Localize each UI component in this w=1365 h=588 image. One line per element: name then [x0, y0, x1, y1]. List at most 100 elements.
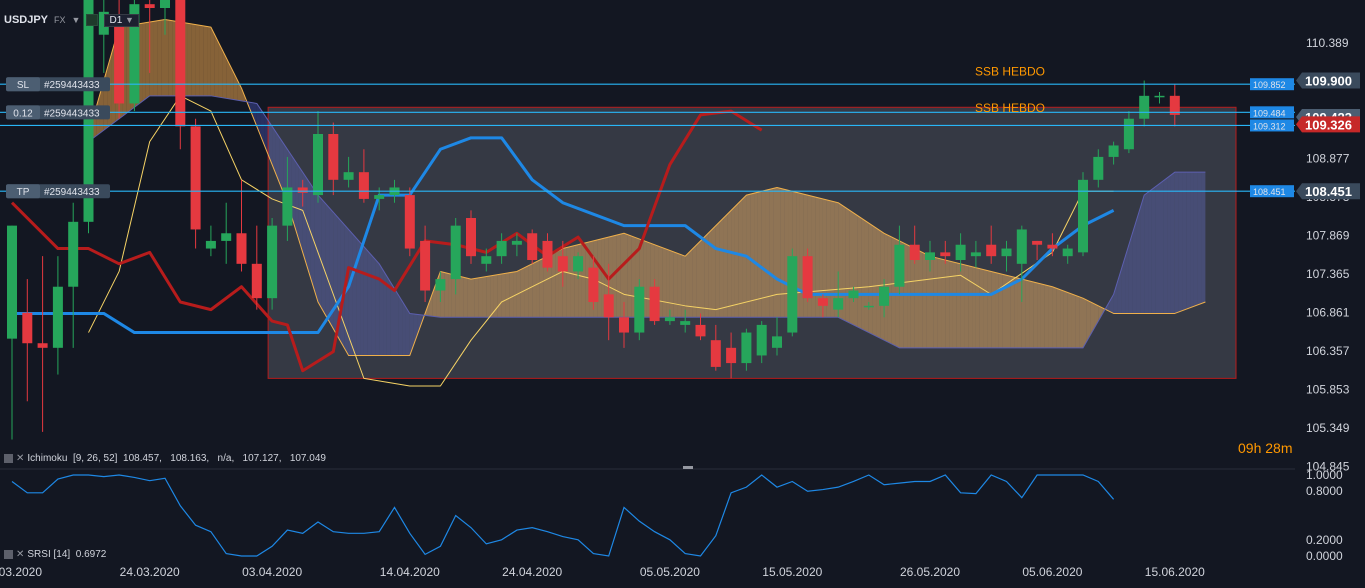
ssb-annotation: SSB HEBDO [975, 101, 1045, 115]
cloud-segment [207, 26, 211, 96]
candle [894, 244, 905, 287]
price-tick: 106.861 [1306, 306, 1350, 320]
settings-icon[interactable] [4, 549, 13, 559]
order-lines[interactable]: SL #259443433 109.852 0.12 #259443433 109.484… [0, 77, 1295, 199]
cloud-segment [161, 19, 165, 96]
cloud-segment [1182, 172, 1187, 311]
candle [496, 240, 507, 257]
price-axis[interactable]: 110.389109.885109.381108.877108.373107.8… [1296, 36, 1360, 474]
srsi-line [11, 474, 1115, 557]
cloud-segment [956, 262, 961, 348]
cloud-segment [937, 258, 942, 348]
order-tag[interactable]: SL #259443433 [6, 77, 110, 92]
candle [1047, 244, 1058, 249]
cloud-segment [838, 202, 843, 320]
cloud-segment [199, 25, 204, 96]
price-label-bg [1296, 116, 1360, 133]
cloud-segment [949, 260, 953, 348]
cloud-segment [1113, 281, 1118, 314]
time-tick: 05.06.2020 [1022, 565, 1082, 579]
srsi-legend[interactable]: ✕ SRSI [14] 0.6972 [4, 549, 106, 560]
cloud-segment [218, 42, 223, 98]
cloud-segment [321, 199, 326, 316]
cloud-segment [226, 57, 231, 99]
price-label-text: 109.326 [1305, 117, 1352, 132]
cloud-segment [914, 248, 919, 348]
cloud-segment [616, 234, 621, 318]
cloud-segment [1033, 281, 1038, 348]
cloud-segment [819, 197, 823, 318]
pane-resize-handle[interactable] [683, 466, 693, 469]
cloud-segment [230, 65, 234, 100]
order-tag[interactable]: TP #259443433 [6, 184, 110, 199]
cloud-segment [203, 25, 208, 96]
cloud-segment [696, 240, 701, 318]
order-price: 108.451 [1253, 187, 1286, 197]
cloud-segment [1075, 295, 1080, 348]
time-tick: 13.03.2020 [0, 565, 42, 579]
cloud-segment [1132, 219, 1137, 314]
cloud-segment [222, 50, 227, 99]
candle [450, 225, 461, 280]
cloud-segment [769, 188, 774, 318]
cloud-segment [237, 80, 242, 101]
cloud-segment [149, 21, 154, 96]
cloud-segment [777, 187, 781, 318]
candle [236, 233, 247, 264]
timeframe-select[interactable]: D1 ▼ [104, 13, 139, 27]
cloud-segment [279, 137, 284, 194]
cloud-segment [842, 205, 846, 322]
cloud-segment [1201, 172, 1206, 304]
cloud-segment [451, 274, 456, 318]
cloud-segment [1144, 192, 1149, 314]
order-type-bg [6, 77, 40, 92]
cloud-segment [1098, 305, 1103, 322]
settings-icon[interactable] [4, 453, 13, 463]
candle [710, 340, 721, 367]
srsi-name: SRSI [27, 549, 51, 560]
cloud-segment [1014, 277, 1018, 348]
cloud-segment [1037, 282, 1041, 348]
cloud-segment [834, 201, 839, 318]
chevron-down-icon[interactable]: ▼ [71, 15, 81, 25]
cloud-segment [168, 20, 173, 96]
candle [129, 4, 140, 104]
chevron-down-icon: ▼ [125, 14, 134, 25]
cloud-segment [428, 292, 433, 317]
cloud-segment [1048, 285, 1053, 348]
cloud-segment [191, 23, 196, 96]
cloud-segment [826, 199, 831, 318]
cloud-segment [738, 198, 743, 318]
candle [221, 233, 232, 241]
ichimoku-params: [9, 26, 52] [72, 453, 118, 464]
cloud-segment [964, 264, 969, 348]
cloud-segment [972, 266, 976, 348]
time-axis[interactable]: 13.03.2020 24.03.2020 03.04.2020 14.04.2020… [0, 565, 1205, 579]
cloud-segment [448, 273, 452, 318]
bar-countdown: 09h 28m [1238, 440, 1293, 456]
cloud-segment [941, 259, 946, 348]
ichimoku-legend[interactable]: ✕ Ichimoku [9, 26, 52] 108.457, 108.163, … [4, 453, 326, 464]
cloud-segment [983, 269, 988, 348]
cloud-segment [142, 22, 146, 102]
cloud-segment [360, 242, 364, 356]
order-price: 109.312 [1253, 121, 1286, 131]
order-tag[interactable]: 0.12 #259443433 [6, 105, 110, 120]
candle [1093, 156, 1104, 180]
close-icon[interactable]: ✕ [16, 453, 25, 464]
srsi-tick: 0.2000 [1306, 533, 1343, 547]
close-icon[interactable]: ✕ [16, 549, 25, 560]
candle [190, 126, 201, 230]
symbol-name[interactable]: USDJPY [4, 14, 49, 26]
cloud-segment [459, 276, 464, 318]
cloud-segment [402, 301, 406, 356]
cloud-segment [386, 276, 391, 356]
candle [741, 332, 752, 364]
color-swatch-icon[interactable] [86, 14, 99, 26]
cloud-segment [677, 253, 682, 318]
cloud-segment [1083, 298, 1087, 348]
candle [1123, 118, 1134, 150]
cloud-segment [371, 255, 376, 356]
candle [680, 321, 691, 325]
